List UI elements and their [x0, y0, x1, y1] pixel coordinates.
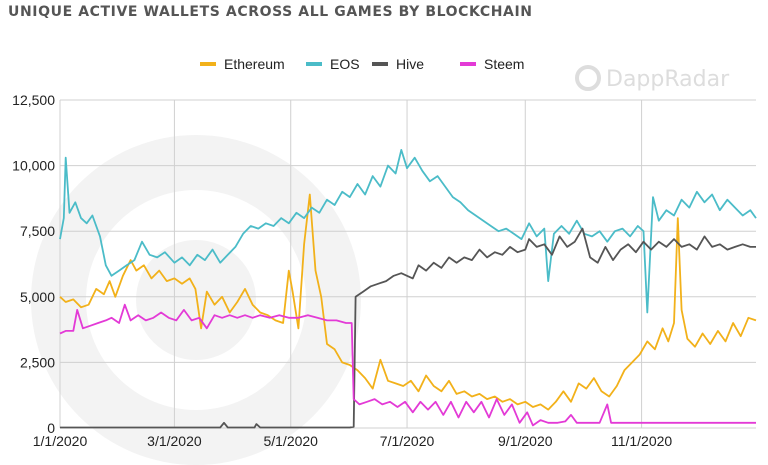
y-tick-label: 7,500 [20, 223, 55, 239]
y-tick-label: 2,500 [20, 354, 55, 370]
legend-label-hive: Hive [396, 56, 424, 72]
y-axis: 0 2,500 5,000 7,500 10,000 12,500 [12, 92, 55, 436]
series-line-steem [59, 303, 756, 427]
x-axis: 1/1/2020 3/1/2020 5/1/2020 7/1/2020 9/1/2020… [33, 433, 673, 449]
legend-label-eos: EOS [330, 56, 360, 72]
watermark-text: DappRadar [606, 67, 730, 92]
legend-label-steem: Steem [484, 56, 524, 72]
chart-title: UNIQUE ACTIVE WALLETS ACROSS ALL GAMES B… [8, 4, 533, 20]
watermark: DappRadar [31, 65, 730, 465]
x-tick-label: 3/1/2020 [147, 433, 202, 449]
y-tick-label: 0 [47, 420, 55, 436]
legend-label-ethereum: Ethereum [224, 56, 285, 72]
y-tick-label: 10,000 [12, 158, 55, 174]
series-line-hive [60, 227, 756, 429]
series-layer [59, 149, 757, 429]
y-tick-label: 12,500 [12, 92, 55, 108]
y-tick-label: 5,000 [20, 289, 55, 305]
dappradar-logo-icon [575, 65, 601, 91]
x-tick-label: 5/1/2020 [263, 433, 318, 449]
series-line-ethereum [59, 193, 757, 411]
x-tick-label: 11/1/2020 [611, 433, 672, 449]
series-line-eos [59, 149, 757, 314]
x-tick-label: 1/1/2020 [33, 433, 88, 449]
x-tick-label: 9/1/2020 [498, 433, 553, 449]
legend: Ethereum EOS Hive Steem [200, 56, 524, 72]
x-tick-label: 7/1/2020 [380, 433, 435, 449]
